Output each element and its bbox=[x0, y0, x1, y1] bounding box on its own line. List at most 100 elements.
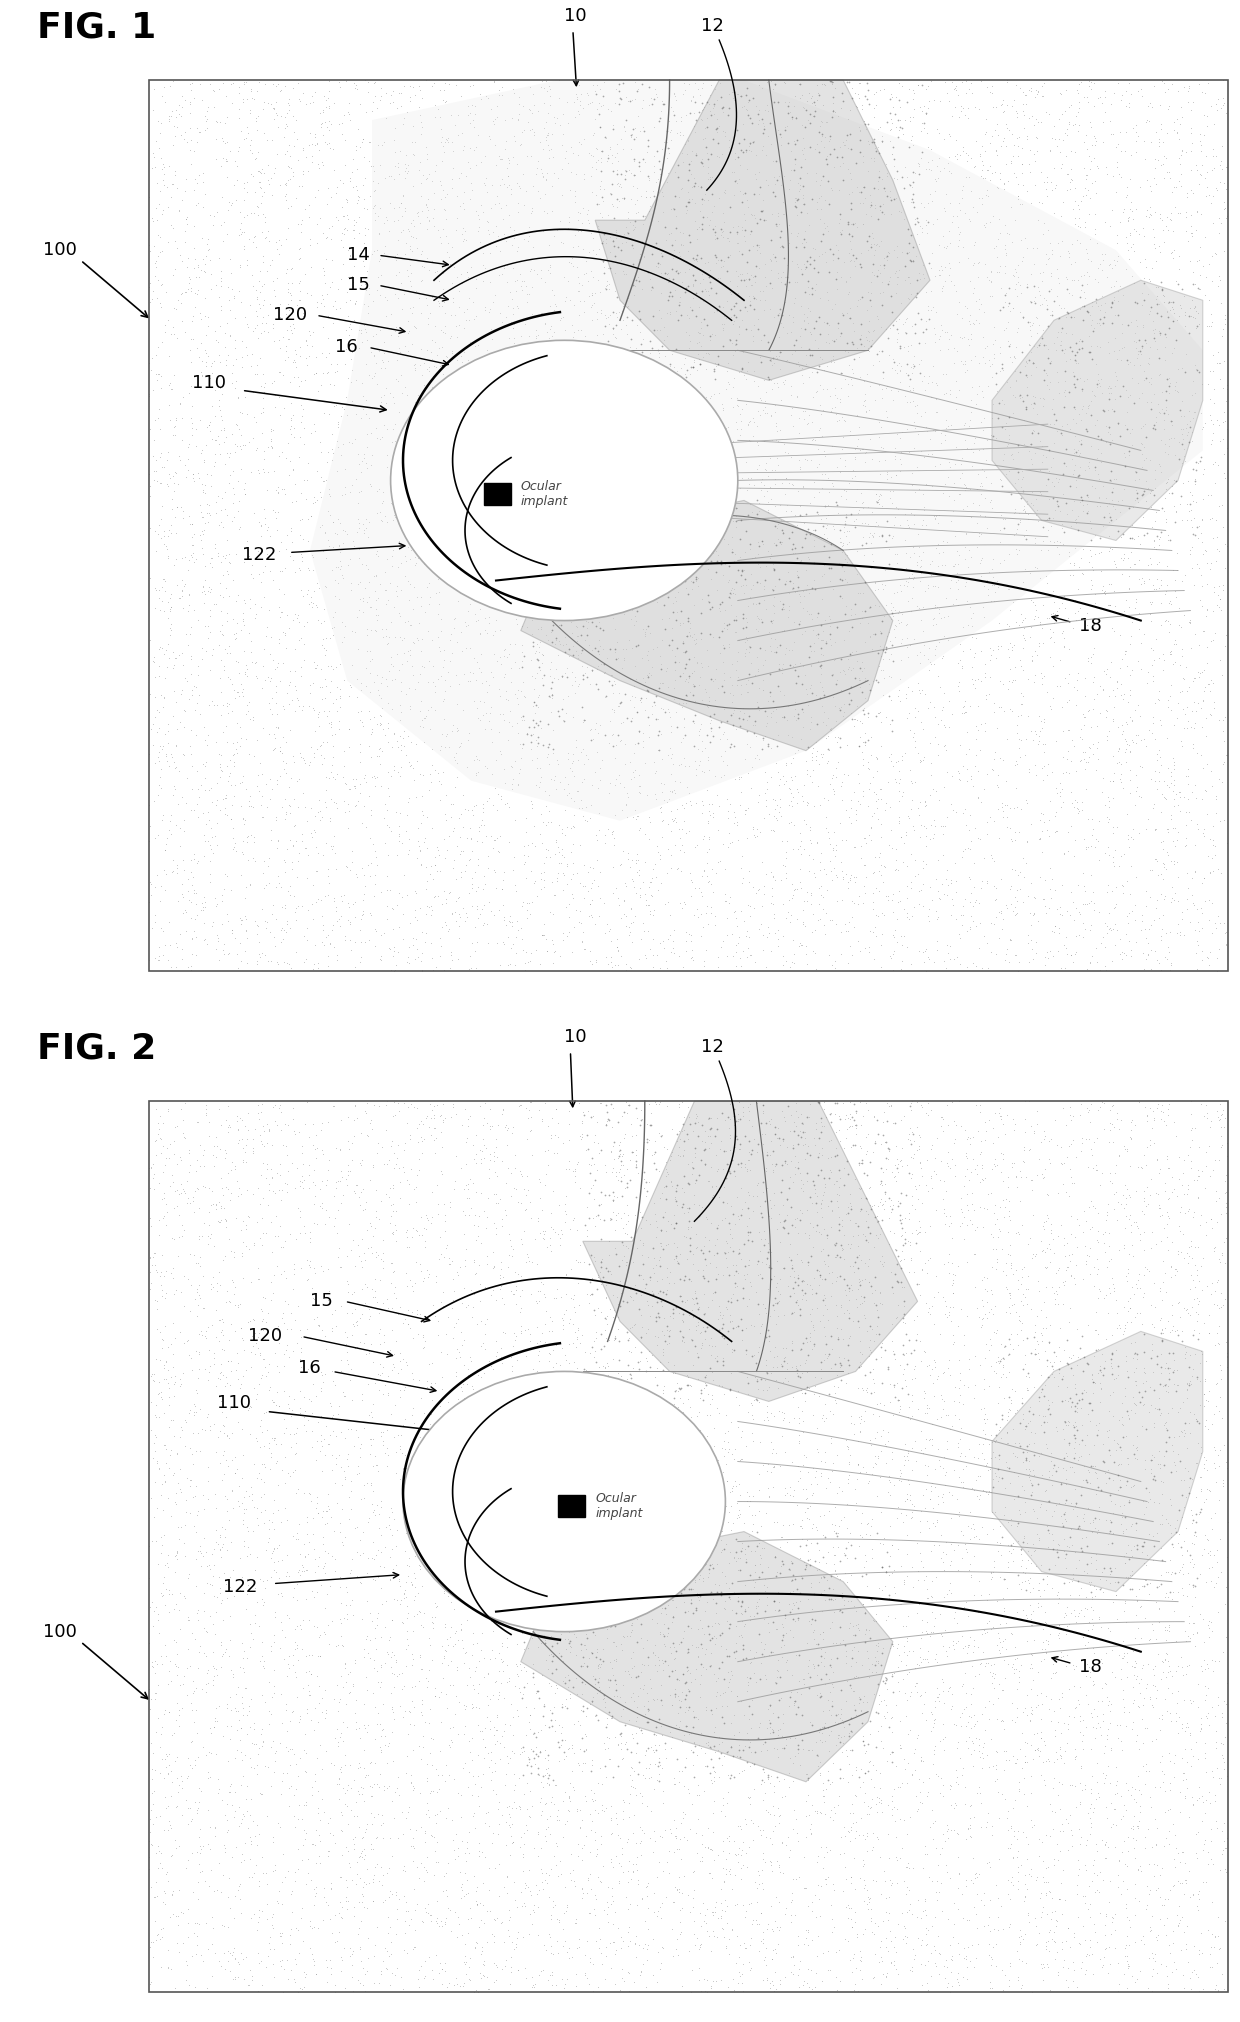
Point bbox=[895, 1610, 915, 1642]
Point bbox=[542, 681, 562, 714]
Point bbox=[619, 1543, 639, 1575]
Point bbox=[1044, 1848, 1064, 1880]
Point bbox=[562, 156, 582, 188]
Point bbox=[588, 1199, 608, 1231]
Point bbox=[291, 1337, 311, 1369]
Point bbox=[577, 1432, 596, 1464]
Point bbox=[544, 1676, 564, 1709]
Point bbox=[808, 871, 828, 904]
Point bbox=[627, 73, 647, 105]
Point bbox=[841, 1193, 861, 1225]
Point bbox=[1022, 99, 1042, 131]
Point bbox=[920, 1209, 940, 1242]
Point bbox=[688, 1363, 708, 1395]
Point bbox=[1147, 1339, 1167, 1371]
Point bbox=[1013, 455, 1033, 487]
Point bbox=[475, 1332, 495, 1365]
Point bbox=[1182, 530, 1202, 562]
Point bbox=[500, 1709, 520, 1741]
Point bbox=[1008, 1834, 1028, 1866]
Point bbox=[982, 402, 1002, 435]
Point bbox=[358, 289, 378, 321]
Point bbox=[732, 210, 751, 243]
Point bbox=[397, 946, 417, 979]
Point bbox=[475, 429, 495, 461]
Point bbox=[769, 297, 789, 330]
Point bbox=[548, 1860, 568, 1893]
Point bbox=[253, 1727, 273, 1759]
Point bbox=[146, 204, 166, 237]
Point bbox=[947, 200, 967, 233]
Point bbox=[378, 160, 398, 192]
Point bbox=[340, 772, 360, 805]
Point bbox=[1029, 823, 1049, 855]
Point bbox=[501, 1229, 521, 1262]
Point bbox=[838, 206, 858, 239]
Point bbox=[327, 1727, 347, 1759]
Point bbox=[1163, 1808, 1183, 1840]
Point bbox=[379, 1563, 399, 1595]
Point bbox=[311, 1114, 331, 1146]
Point bbox=[973, 1290, 993, 1322]
Point bbox=[1114, 683, 1133, 716]
Point bbox=[1128, 1759, 1148, 1791]
Point bbox=[357, 1215, 377, 1248]
Point bbox=[677, 1191, 697, 1223]
Point bbox=[1095, 789, 1115, 821]
Point bbox=[758, 1314, 777, 1347]
Point bbox=[601, 1818, 621, 1850]
Point bbox=[1058, 1834, 1078, 1866]
Point bbox=[336, 1589, 356, 1622]
Point bbox=[1024, 168, 1044, 200]
Point bbox=[818, 1239, 838, 1272]
Point bbox=[941, 789, 961, 821]
Point bbox=[639, 871, 658, 904]
Point bbox=[801, 81, 821, 113]
Point bbox=[563, 212, 583, 245]
Point bbox=[1117, 865, 1137, 898]
Point bbox=[565, 412, 585, 445]
Point bbox=[711, 67, 730, 99]
Point bbox=[739, 1203, 759, 1235]
Point bbox=[960, 1343, 980, 1375]
Point bbox=[787, 554, 807, 586]
Point bbox=[1151, 1276, 1171, 1308]
Point bbox=[808, 77, 828, 109]
Point bbox=[859, 1798, 879, 1830]
Point bbox=[810, 748, 830, 780]
Point bbox=[455, 501, 475, 534]
Point bbox=[649, 718, 668, 750]
Point bbox=[249, 1870, 269, 1903]
Point bbox=[1021, 188, 1040, 220]
Point bbox=[790, 162, 810, 194]
Point bbox=[290, 1375, 310, 1407]
Point bbox=[141, 1828, 161, 1860]
Point bbox=[268, 1375, 288, 1407]
Point bbox=[556, 1690, 575, 1723]
Point bbox=[298, 894, 317, 926]
Point bbox=[260, 665, 280, 698]
Point bbox=[1146, 400, 1166, 433]
Point bbox=[1042, 510, 1061, 542]
Point bbox=[1007, 101, 1027, 133]
Point bbox=[903, 101, 923, 133]
Point bbox=[433, 756, 453, 789]
Point bbox=[773, 1624, 792, 1656]
Point bbox=[1008, 1460, 1028, 1492]
Point bbox=[151, 570, 171, 603]
Point bbox=[619, 1335, 639, 1367]
Point bbox=[512, 469, 532, 501]
Point bbox=[556, 390, 575, 423]
Point bbox=[605, 402, 625, 435]
Point bbox=[614, 1122, 634, 1155]
Point bbox=[370, 708, 389, 740]
Point bbox=[1089, 1215, 1109, 1248]
Point bbox=[459, 516, 479, 548]
Point bbox=[861, 231, 880, 263]
Point bbox=[644, 1146, 663, 1179]
Point bbox=[532, 1551, 552, 1583]
Point bbox=[1204, 570, 1224, 603]
Point bbox=[1117, 1646, 1137, 1678]
Point bbox=[696, 1549, 715, 1581]
Point bbox=[378, 627, 398, 659]
